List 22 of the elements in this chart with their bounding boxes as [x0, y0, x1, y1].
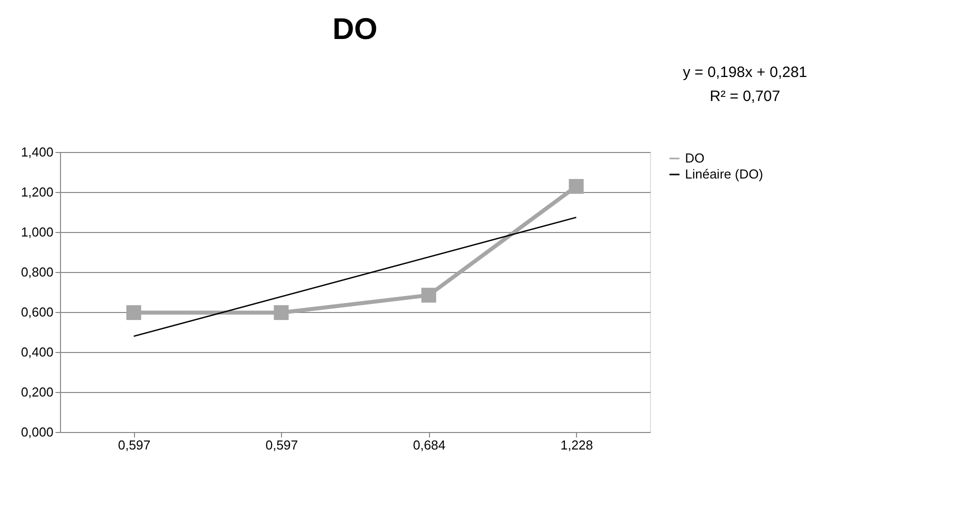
point [568, 178, 584, 194]
y-tick-label: 0,000 [20, 424, 54, 440]
x-tick-label: 0,684 [412, 438, 446, 452]
y-tick-label: 1,400 [20, 144, 54, 160]
y-tick-label: 1,000 [20, 224, 54, 240]
y-tick-label: 0,800 [20, 264, 54, 280]
point [421, 288, 436, 303]
chart-title: DO [332, 13, 378, 46]
line-series [133, 216, 577, 337]
x-tick-label: 1,228 [560, 438, 594, 452]
x-tick-label: 0,597 [265, 438, 298, 452]
point [126, 305, 142, 320]
legend-label: DO [685, 150, 704, 166]
text: R² = 0,707 [710, 88, 780, 105]
y-tick-label: 1,200 [20, 184, 54, 200]
y-tick-label: 0,400 [20, 344, 54, 360]
legend-label: Linéaire (DO) [685, 166, 764, 182]
y-tick-label: 0,200 [20, 384, 54, 400]
x-tick-label: 0,597 [118, 438, 151, 452]
y-tick-label: 0,600 [20, 304, 54, 320]
point [274, 305, 289, 320]
text: y = 0,198x + 0,281 [682, 64, 808, 81]
